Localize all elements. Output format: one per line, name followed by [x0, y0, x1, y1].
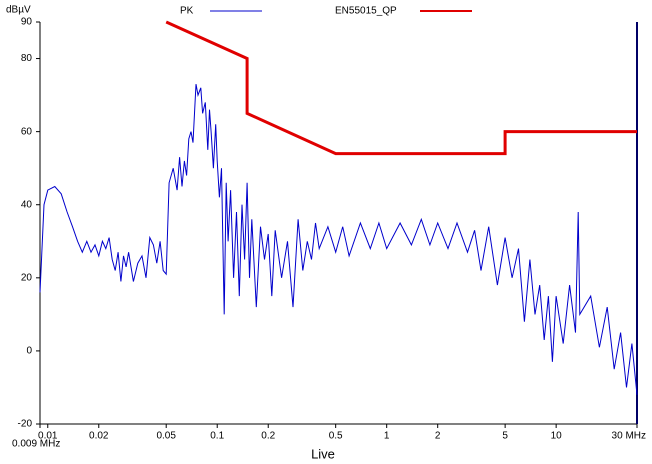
y-axis-title: dBµV [6, 5, 31, 16]
y-tick-label: 0 [26, 346, 32, 357]
x-tick-label: 5 [502, 431, 508, 442]
y-tick-label: 20 [21, 272, 33, 283]
y-tick-label: -20 [18, 419, 33, 430]
series-line [39, 84, 638, 395]
x-tick-label: 0.009 MHz [12, 439, 60, 450]
x-axis-title: Live [311, 446, 335, 461]
x-tick-label: 30 MHz [612, 431, 646, 442]
x-tick-label: 0.1 [210, 431, 224, 442]
y-tick-label: 40 [21, 199, 33, 210]
x-tick-label: 0.01 [38, 431, 58, 442]
legend-label: PK [180, 6, 194, 17]
x-tick-label: 0.02 [89, 431, 109, 442]
y-tick-label: 90 [21, 17, 33, 28]
x-tick-label: 10 [551, 431, 563, 442]
y-tick-label: 80 [21, 53, 33, 64]
legend-label: EN55015_QP [335, 6, 397, 17]
x-tick-label: 2 [435, 431, 441, 442]
x-tick-label: 0.5 [329, 431, 343, 442]
x-tick-label: 1 [384, 431, 390, 442]
x-tick-label: 0.05 [156, 431, 176, 442]
series-line [165, 20, 637, 156]
y-tick-label: 60 [21, 126, 33, 137]
x-tick-label: 0.2 [261, 431, 275, 442]
